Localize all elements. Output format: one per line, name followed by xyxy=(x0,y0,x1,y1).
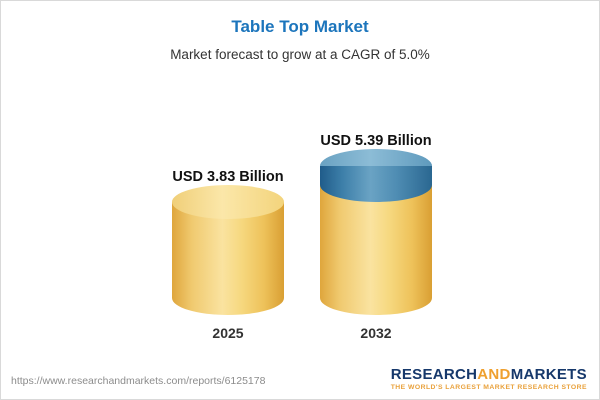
cylinder-2025-top-ellipse xyxy=(172,185,284,219)
axis-label-2025: 2025 xyxy=(212,325,244,341)
bar-group-2032: USD 5.39 Billion 2032 xyxy=(301,133,451,341)
report-url-link[interactable]: https://www.researchandmarkets.com/repor… xyxy=(11,375,266,387)
cylinder-2032-base-body xyxy=(320,185,432,315)
logo-wordmark: RESEARCHANDMARKETS xyxy=(390,365,587,384)
cylinder-2025-body xyxy=(172,202,284,315)
bar-value-2025: USD 3.83 Billion xyxy=(172,169,284,185)
cylinder-2032-growth-body xyxy=(320,166,432,202)
bar-group-2025: USD 3.83 Billion 2025 xyxy=(153,169,303,341)
cylinder-2032 xyxy=(320,149,432,315)
logo-word-and: AND xyxy=(477,365,511,383)
cylinder-2032-growth-segment xyxy=(320,149,432,202)
logo-word-research: RESEARCH xyxy=(390,365,478,383)
axis-label-2032: 2032 xyxy=(360,325,392,341)
logo-word-markets: MARKETS xyxy=(510,365,587,383)
cylinder-2025 xyxy=(172,185,284,315)
bar-value-2032: USD 5.39 Billion xyxy=(320,133,432,149)
logo-tagline: THE WORLD'S LARGEST MARKET RESEARCH STOR… xyxy=(390,384,587,391)
chart-subtitle: Market forecast to grow at a CAGR of 5.0… xyxy=(170,47,430,62)
chart-title: Table Top Market xyxy=(231,17,369,36)
research-and-markets-logo: RESEARCHANDMARKETS THE WORLD'S LARGEST M… xyxy=(390,365,587,391)
cylinder-2025-segment xyxy=(172,185,284,315)
